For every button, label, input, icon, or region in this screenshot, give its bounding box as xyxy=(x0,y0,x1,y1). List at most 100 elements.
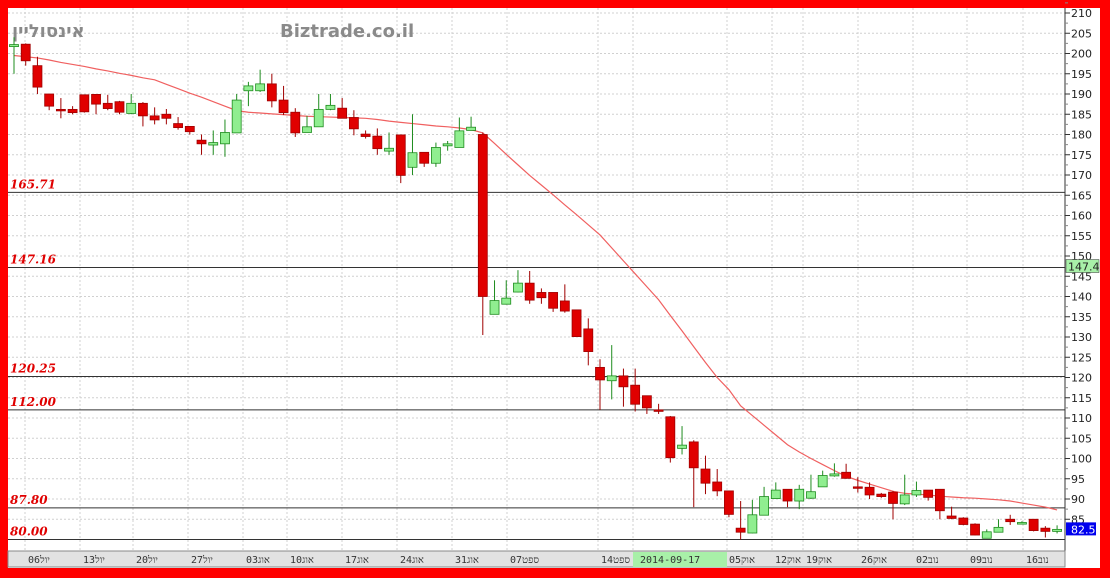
y-tick-label: 170 xyxy=(1071,169,1092,182)
date-label: 19אוק xyxy=(806,555,832,566)
candle-down xyxy=(571,309,582,337)
candle-body xyxy=(161,113,172,119)
candle-body xyxy=(700,468,711,484)
candle-body xyxy=(1028,518,1039,531)
y-tick-label: 160 xyxy=(1071,210,1092,223)
date-label: 05אוק xyxy=(729,555,755,566)
y-tick-label: 190 xyxy=(1071,88,1092,101)
candle-down xyxy=(618,368,629,407)
y-tick-label: 155 xyxy=(1071,230,1092,243)
candle-down xyxy=(161,108,172,125)
candle-body xyxy=(442,143,453,147)
candle-body xyxy=(653,409,664,412)
price-axis[interactable] xyxy=(1065,8,1100,568)
candle-down xyxy=(372,128,383,155)
candle-up xyxy=(817,470,828,488)
candle-body xyxy=(759,496,769,516)
candle-up xyxy=(677,426,687,455)
candle-down xyxy=(923,489,934,501)
date-label: 10אוג xyxy=(290,555,314,566)
candle-down xyxy=(149,107,160,125)
candle-body xyxy=(559,300,570,312)
date-label: 07ספט xyxy=(510,555,539,566)
candle-down xyxy=(348,110,359,136)
candle-body xyxy=(735,527,746,533)
candle-up xyxy=(993,519,1004,533)
candle-body xyxy=(466,126,476,131)
candle-down xyxy=(970,523,980,536)
candle-up xyxy=(489,280,500,315)
candle-body xyxy=(571,309,582,337)
candle-down xyxy=(114,100,125,115)
y-tick-label: 110 xyxy=(1071,412,1092,425)
candle-body xyxy=(337,107,348,119)
candle-up xyxy=(208,130,219,155)
candle-body xyxy=(454,130,465,148)
candle-body xyxy=(747,514,758,534)
candle-body xyxy=(513,282,523,293)
last-price-box xyxy=(1066,522,1096,536)
candle-down xyxy=(548,292,559,312)
candle-up xyxy=(759,486,769,516)
y-tick-label: 120 xyxy=(1071,372,1092,385)
candle-down xyxy=(852,477,863,493)
candle-body xyxy=(102,102,113,109)
level-lines: 165.71 147.16 120.25 112.00 87.80 80.00 xyxy=(8,177,1065,540)
candle-body xyxy=(923,489,934,498)
candle-body xyxy=(67,108,78,114)
date-label: 20יול xyxy=(136,554,158,566)
candle-body xyxy=(79,94,90,113)
date-label: 24אוג xyxy=(400,555,424,566)
level-label: 147.16 xyxy=(10,253,57,267)
watermark-symbol: אינסוליין xyxy=(12,21,85,42)
candle-down xyxy=(266,73,277,108)
candle-body xyxy=(384,147,394,152)
marker-price-label: 147.4 xyxy=(1068,261,1100,274)
date-label: 17אוג xyxy=(345,555,369,566)
candle-body xyxy=(32,65,43,88)
candle-body xyxy=(583,328,594,352)
candle-down xyxy=(595,359,605,410)
date-label: 03אוג xyxy=(246,555,270,566)
candle-up xyxy=(302,115,312,133)
candle-down xyxy=(278,85,289,116)
candle-down xyxy=(67,106,78,115)
level-label: 120.25 xyxy=(10,361,56,375)
candle-up xyxy=(794,484,805,510)
candle-up xyxy=(431,142,441,167)
candle-body xyxy=(395,134,406,176)
candle-body xyxy=(1017,522,1027,525)
candle-down xyxy=(653,403,664,414)
y-tick-label: 145 xyxy=(1071,270,1092,283)
level-label: 165.71 xyxy=(10,177,56,191)
candle-down xyxy=(700,455,711,495)
candle-down xyxy=(665,415,676,463)
candle-body xyxy=(794,488,805,502)
date-axis[interactable] xyxy=(7,550,1066,568)
candle-body xyxy=(44,93,55,107)
y-tick-label: 210 xyxy=(1071,7,1092,20)
candle-up xyxy=(981,529,992,539)
marker-price-box xyxy=(1065,259,1100,273)
y-tick-label: 200 xyxy=(1071,48,1092,61)
date-label: 26אוק xyxy=(861,555,887,566)
candle-body xyxy=(196,139,207,145)
candle-down xyxy=(946,506,957,520)
candle-up xyxy=(1052,525,1062,534)
candle-up xyxy=(513,270,523,293)
price-boxes: 147.4 82.5 xyxy=(1065,259,1100,536)
candle-body xyxy=(114,101,125,113)
y-tick-label: 100 xyxy=(1071,453,1092,466)
candle-body xyxy=(829,473,840,477)
candle-body xyxy=(946,515,957,519)
candle-down xyxy=(1005,514,1016,525)
candle-body xyxy=(712,481,723,492)
candle-body xyxy=(876,493,887,497)
candle-up xyxy=(325,94,336,111)
candle-down xyxy=(864,482,875,499)
candle-body xyxy=(220,132,230,145)
candle-down xyxy=(583,318,594,366)
candle-body xyxy=(1052,528,1062,532)
candle-down xyxy=(173,117,183,130)
